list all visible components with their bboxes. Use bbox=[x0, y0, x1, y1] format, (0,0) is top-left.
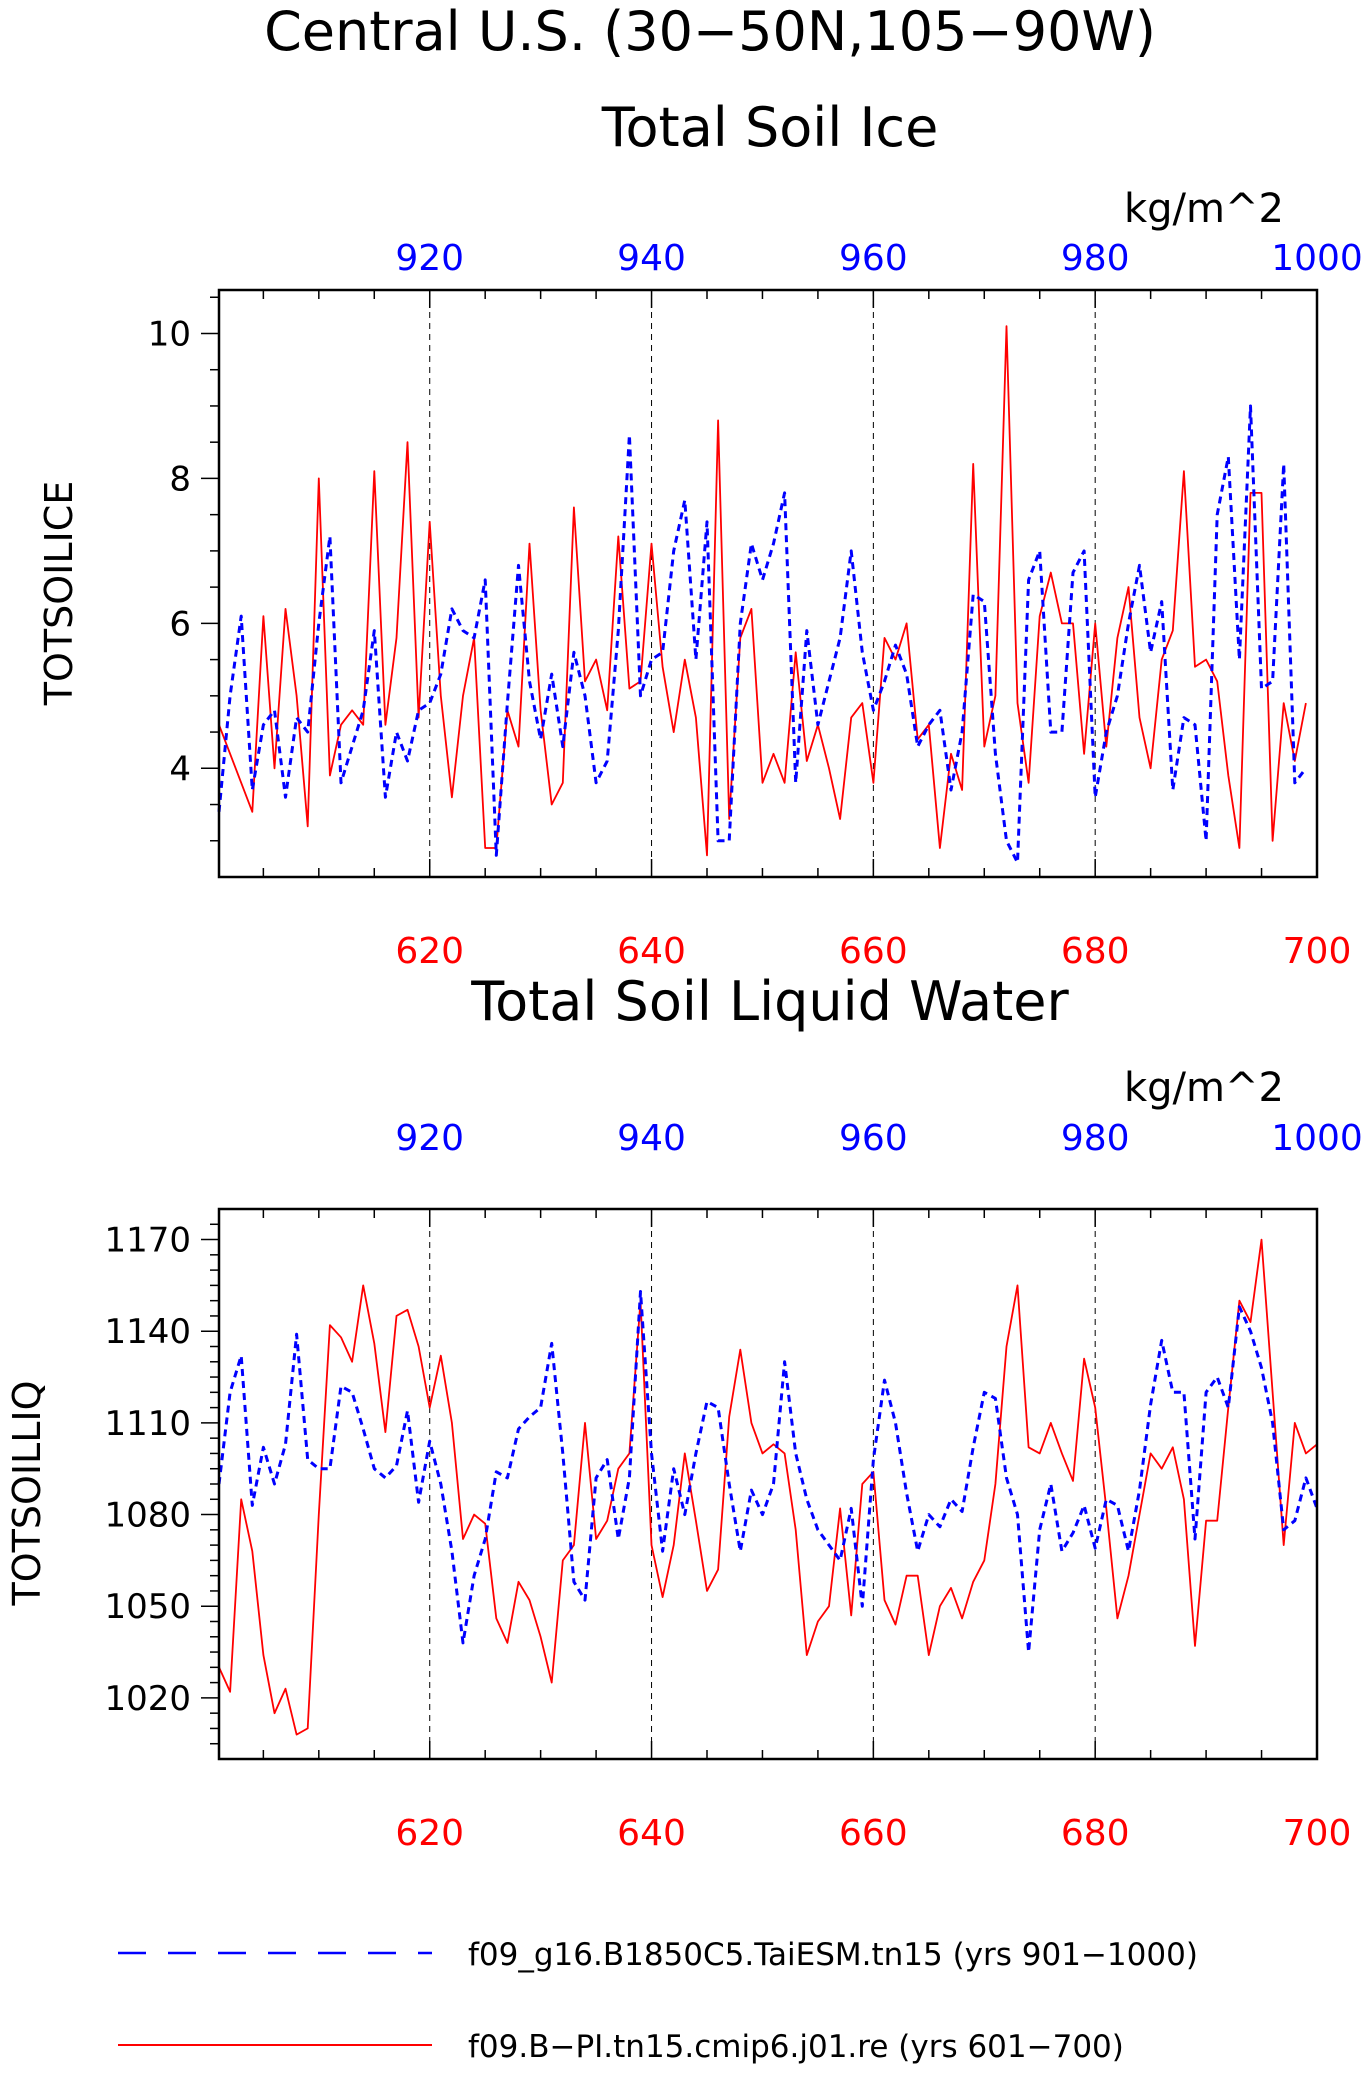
series-line-red-solid bbox=[218, 1238, 1318, 1736]
x-tick-label-top: 920 bbox=[395, 238, 464, 279]
y-tick-label: 6 bbox=[169, 604, 191, 644]
series-line-red-solid bbox=[218, 325, 1307, 857]
x-tick-label-bottom: 640 bbox=[617, 1813, 686, 1854]
x-tick-label-top: 960 bbox=[839, 238, 908, 279]
x-tick-label-top: 920 bbox=[395, 1118, 464, 1159]
legend: f09_g16.B1850C5.TaiESM.tn15 (yrs 901−100… bbox=[118, 1937, 1198, 2065]
x-tick-label-top: 980 bbox=[1061, 238, 1130, 279]
plot-frame bbox=[217, 288, 1319, 879]
legend-label-blue: f09_g16.B1850C5.TaiESM.tn15 (yrs 901−100… bbox=[468, 1937, 1198, 1973]
x-tick-label-bottom: 660 bbox=[839, 1813, 908, 1854]
y-axis-title: TOTSOILICE bbox=[37, 481, 81, 707]
y-tick-label: 4 bbox=[169, 749, 191, 789]
legend-label-red: f09.B−PI.tn15.cmip6.j01.re (yrs 601−700) bbox=[468, 2029, 1124, 2065]
y-tick-label: 1020 bbox=[104, 1679, 191, 1719]
series-line-blue-dashed bbox=[217, 1290, 1319, 1654]
y-tick-label: 1110 bbox=[104, 1404, 191, 1444]
x-tick-label-bottom: 680 bbox=[1061, 931, 1130, 972]
y-tick-label: 10 bbox=[148, 314, 191, 354]
x-tick-label-top: 1000 bbox=[1271, 1118, 1363, 1159]
panel1-title: Total Soil Ice bbox=[601, 96, 939, 159]
y-tick-label: 1050 bbox=[104, 1587, 191, 1627]
x-tick-label-top: 940 bbox=[617, 1118, 686, 1159]
y-tick-label: 1080 bbox=[104, 1496, 191, 1536]
panel2-title: Total Soil Liquid Water bbox=[470, 970, 1069, 1033]
y-tick-label: 8 bbox=[169, 459, 191, 499]
x-tick-label-top: 980 bbox=[1061, 1118, 1130, 1159]
x-tick-label-top: 960 bbox=[839, 1118, 908, 1159]
top-axis-unit-label: kg/m^2 bbox=[1124, 186, 1284, 232]
x-tick-label-bottom: 700 bbox=[1283, 1813, 1352, 1854]
x-tick-label-bottom: 680 bbox=[1061, 1813, 1130, 1854]
x-tick-label-top: 940 bbox=[617, 238, 686, 279]
x-tick-label-bottom: 620 bbox=[395, 1813, 464, 1854]
x-tick-label-top: 1000 bbox=[1271, 238, 1363, 279]
figure-title: Central U.S. (30−50N,105−90W) bbox=[264, 0, 1156, 63]
panel-total-soil-liquid-water: 620 640 660 680 700 920 940 960 980 1000 1020 1050 1… bbox=[5, 1065, 1363, 1854]
panel-total-soil-ice: 620 640 660 680 700 920 940 960 980 1000 4 6 8 10 TOTS… bbox=[37, 186, 1363, 972]
x-tick-label-bottom: 700 bbox=[1283, 931, 1352, 972]
x-tick-label-bottom: 660 bbox=[839, 931, 908, 972]
y-axis-title: TOTSOILLIQ bbox=[5, 1380, 49, 1606]
y-tick-label: 1170 bbox=[104, 1221, 191, 1261]
top-axis-unit-label: kg/m^2 bbox=[1124, 1065, 1284, 1111]
y-tick-label: 1140 bbox=[104, 1312, 191, 1352]
x-tick-label-bottom: 620 bbox=[395, 931, 464, 972]
x-tick-label-bottom: 640 bbox=[617, 931, 686, 972]
